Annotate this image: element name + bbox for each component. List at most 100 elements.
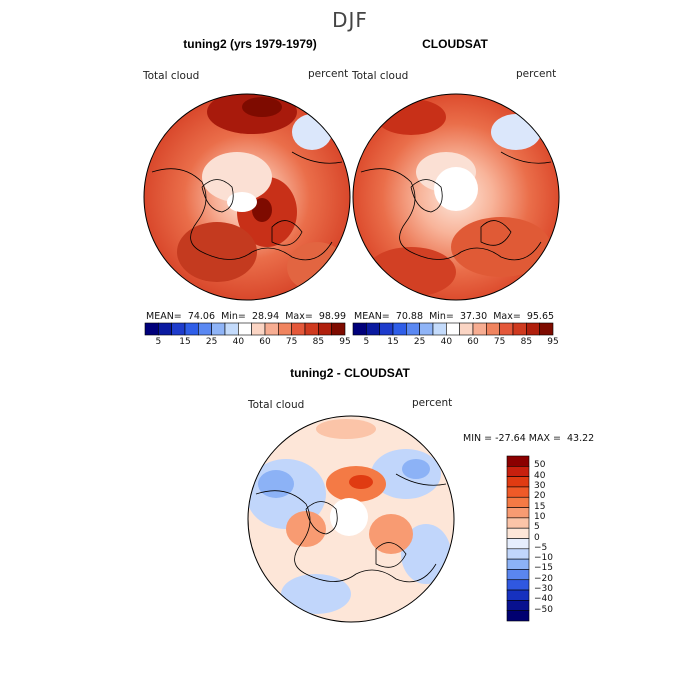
colorbar-swatch (392, 322, 407, 336)
panel3-max-label: MAX = (528, 433, 561, 444)
colorbar-swatch (318, 322, 332, 336)
season-title: DJF (332, 8, 368, 32)
colorbar-swatch (238, 322, 252, 336)
colorbar-swatch (224, 322, 239, 336)
colorbar-swatch (366, 322, 380, 336)
colorbar-tick-label: 75 (493, 337, 506, 347)
colorbar-tick-label: −50 (534, 604, 553, 615)
colorbar-swatch (506, 589, 530, 601)
colorbar-swatch (506, 466, 530, 477)
colorbar-tick-label: 5 (155, 337, 162, 347)
colorbar-swatch (539, 322, 554, 336)
colorbar-tick-label: 60 (467, 337, 479, 347)
colorbar-swatch (512, 322, 527, 336)
panel2-max-value: 95.65 (526, 311, 555, 322)
colorbar-swatch (184, 322, 199, 336)
colorbar-tick-label: 85 (520, 337, 533, 347)
colorbar-swatch (486, 322, 500, 336)
colorbar-tick-label: 95 (339, 337, 351, 347)
panel2-min-label: Min= (429, 311, 454, 322)
colorbar-tick-label: 75 (285, 337, 298, 347)
colorbar-tick-label: 25 (205, 337, 218, 347)
colorbar-swatch (506, 507, 530, 519)
colorbar-swatch (506, 486, 530, 498)
colorbar-tick-label: −20 (534, 573, 553, 584)
colorbar-tick-label: −5 (534, 542, 548, 553)
colorbar-swatch (278, 322, 292, 336)
colorbar-tick-label: 5 (534, 522, 540, 533)
panel2-min-value: 37.30 (459, 311, 488, 322)
panel3-max-value: 43.22 (567, 433, 595, 444)
colorbar-tick-label: 10 (534, 511, 546, 522)
colorbar-tick-label: 5 (363, 337, 370, 347)
colorbar-swatch (506, 579, 530, 591)
colorbar-swatch (472, 322, 487, 336)
colorbar-swatch (211, 322, 226, 336)
panel1-map (143, 93, 351, 301)
colorbar-tick-label: 40 (534, 470, 546, 481)
panel3-map (247, 415, 455, 623)
colorbar-tick-label: −15 (534, 563, 553, 574)
panel3-min-value: -27.64 (495, 433, 526, 444)
colorbar-swatch (506, 610, 530, 622)
colorbar-tick-label: 85 (312, 337, 325, 347)
panel1-units: percent (308, 68, 349, 80)
colorbar-swatch (506, 600, 530, 611)
colorbar-swatch (304, 322, 319, 336)
panel1-stats: MEAN= 74.06 Min= 28.94 Max= 98.99 (146, 311, 346, 322)
panel2-stats: MEAN= 70.88 Min= 37.30 Max= 95.65 (354, 311, 554, 322)
colorbar-tick-label: −40 (534, 594, 553, 605)
colorbar-swatch (432, 322, 447, 336)
colorbar-swatch (526, 322, 540, 336)
colorbar-tick-label: 25 (413, 337, 426, 347)
colorbar-swatch (158, 322, 172, 336)
panel1-title: tuning2 (yrs 1979-1979) (183, 37, 317, 51)
colorbar-swatch (331, 322, 346, 336)
panel2-mean-label: MEAN= (354, 311, 390, 322)
panel1-max-label: Max= (285, 311, 313, 322)
panel3-variable: Total cloud (248, 399, 305, 411)
colorbar-swatch (264, 322, 279, 336)
colorbar-tick-label: 0 (534, 532, 540, 543)
colorbar-swatch (171, 322, 186, 336)
colorbar-swatch (459, 322, 474, 336)
panel3-min-label: MIN = (463, 433, 493, 444)
colorbar-swatch (446, 322, 460, 336)
colorbar-swatch (198, 322, 212, 336)
colorbar-swatch (406, 322, 420, 336)
colorbar-swatch (419, 322, 434, 336)
panel2-units: percent (516, 68, 557, 80)
colorbar-swatch (291, 322, 306, 336)
colorbar-tick-label: 60 (259, 337, 271, 347)
panel1-colorbar (144, 322, 346, 336)
panel1-mean-label: MEAN= (146, 311, 182, 322)
panel3-colorbar (506, 455, 530, 622)
colorbar-swatch (506, 455, 530, 467)
colorbar-swatch (506, 548, 530, 560)
panel1-max-value: 98.99 (318, 311, 347, 322)
colorbar-tick-label: 50 (534, 460, 546, 471)
colorbar-swatch (379, 322, 394, 336)
colorbar-swatch (506, 538, 530, 550)
colorbar-tick-label: 95 (547, 337, 559, 347)
colorbar-tick-label: 15 (387, 337, 399, 347)
colorbar-swatch (251, 322, 266, 336)
colorbar-tick-label: −10 (534, 553, 553, 564)
panel2-title: CLOUDSAT (422, 37, 488, 51)
colorbar-tick-label: 30 (534, 480, 546, 491)
panel2-max-label: Max= (493, 311, 521, 322)
colorbar-swatch (506, 527, 530, 539)
colorbar-swatch (352, 322, 367, 336)
colorbar-swatch (506, 569, 530, 581)
colorbar-tick-label: 15 (179, 337, 191, 347)
colorbar-tick-label: 40 (440, 337, 453, 347)
panel3-stats: MIN = -27.64 MAX = 43.22 (463, 433, 594, 444)
colorbar-swatch (499, 322, 514, 336)
panel2-colorbar (352, 322, 554, 336)
panel1-variable: Total cloud (143, 70, 200, 82)
colorbar-tick-label: −30 (534, 584, 553, 595)
colorbar-tick-label: 20 (534, 491, 546, 502)
panel2-variable: Total cloud (352, 70, 409, 82)
panel3-units: percent (412, 397, 453, 409)
colorbar-swatch (506, 558, 530, 570)
